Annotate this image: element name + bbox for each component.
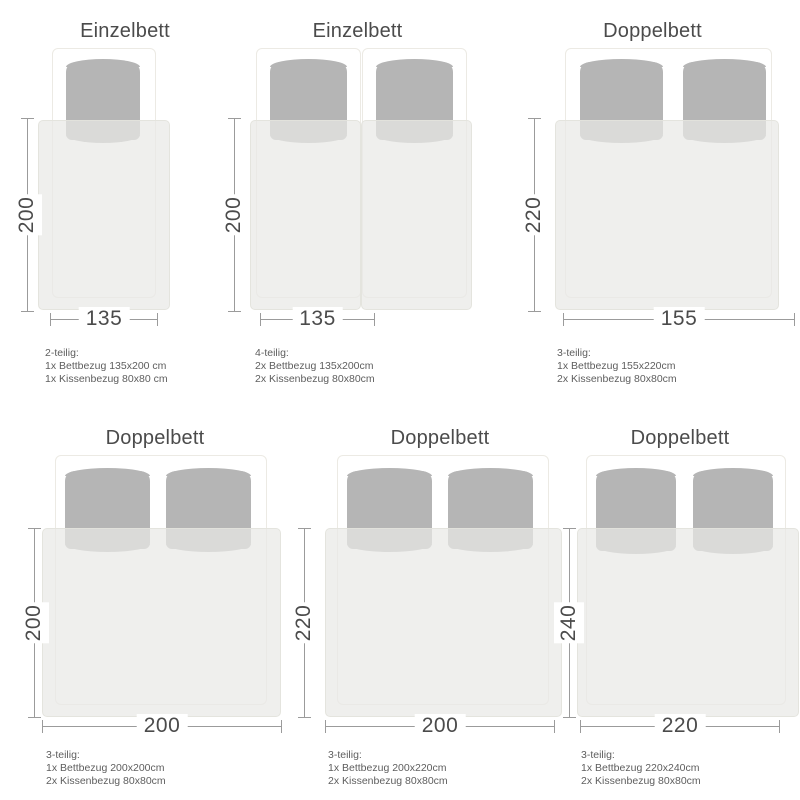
caption-pieces: 4-teilig: [255, 347, 289, 359]
duvet-right [361, 120, 472, 310]
figure-einzelbett-135x200-4teilig: Einzelbett 200 135 4-teilig: 2x Bettbezu… [215, 0, 500, 390]
caption-duvet-cover: 1x Bettbezug 220x240cm [581, 762, 700, 774]
figure-caption: 4-teilig: 2x Bettbezug 135x200cm 2x Kiss… [255, 347, 375, 386]
duvet [38, 120, 170, 310]
dimension-width-value: 135 [292, 307, 343, 331]
figure-title: Einzelbett [312, 20, 403, 42]
dimension-height: 200 [19, 528, 49, 718]
duvet [42, 528, 281, 717]
caption-pieces: 3-teilig: [581, 749, 615, 761]
duvet [577, 528, 799, 717]
bed-illustration [565, 455, 800, 717]
caption-pillow-cover: 2x Kissenbezug 80x80cm [255, 373, 375, 385]
dimension-height-value: 240 [554, 602, 584, 644]
duvet [555, 120, 779, 310]
dimension-height: 200 [12, 118, 42, 312]
dimension-width: 135 [50, 307, 158, 331]
dimension-width: 155 [563, 307, 795, 331]
dimension-height: 220 [519, 118, 549, 312]
dimension-width-value: 200 [136, 714, 188, 738]
duvet [325, 528, 562, 717]
caption-pieces: 3-teilig: [328, 749, 362, 761]
dimension-height: 220 [289, 528, 319, 718]
dimension-width-value: 220 [654, 714, 706, 738]
caption-duvet-cover: 1x Bettbezug 135x200 cm [45, 360, 167, 372]
caption-duvet-cover: 1x Bettbezug 200x200cm [46, 762, 165, 774]
figure-title: Einzelbett [80, 20, 170, 42]
figure-caption: 2-teilig: 1x Bettbezug 135x200 cm 1x Kis… [45, 347, 168, 386]
dimension-width-value: 135 [78, 307, 130, 331]
figure-doppelbett-200x220: Doppelbett 220 200 3-teilig: 1x Bettbezu… [289, 405, 585, 800]
dimension-width: 135 [260, 307, 375, 331]
bed-illustration [25, 455, 281, 717]
dimension-height-value: 220 [289, 602, 319, 644]
figure-caption: 3-teilig: 1x Bettbezug 200x200cm 2x Kiss… [46, 749, 166, 788]
caption-pieces: 2-teilig: [45, 347, 79, 359]
figure-caption: 3-teilig: 1x Bettbezug 200x220cm 2x Kiss… [328, 749, 448, 788]
caption-pillow-cover: 1x Kissenbezug 80x80 cm [45, 373, 168, 385]
dimension-height-value: 200 [19, 602, 49, 644]
caption-duvet-cover: 1x Bettbezug 200x220cm [328, 762, 447, 774]
bed-illustration [250, 48, 472, 310]
caption-pillow-cover: 2x Kissenbezug 80x80cm [581, 775, 701, 787]
dimension-height: 240 [554, 528, 584, 718]
dimension-width: 200 [42, 714, 282, 738]
caption-pillow-cover: 2x Kissenbezug 80x80cm [328, 775, 448, 787]
dimension-width-value: 200 [414, 714, 466, 738]
figure-title: Doppelbett [603, 20, 702, 42]
dimension-height-value: 200 [12, 194, 42, 236]
bed-illustration [555, 48, 787, 310]
dimension-width: 220 [580, 714, 780, 738]
figure-doppelbett-200x200: Doppelbett 200 200 3-teilig: 1x Bettbezu… [0, 405, 310, 800]
figure-einzelbett-135x200-2teilig: Einzelbett 200 135 2-teilig: 1x Bettbezu… [0, 0, 250, 390]
figure-caption: 3-teilig: 1x Bettbezug 220x240cm 2x Kiss… [581, 749, 701, 788]
figure-title: Doppelbett [390, 427, 490, 449]
caption-duvet-cover: 2x Bettbezug 135x200cm [255, 360, 374, 372]
figure-caption: 3-teilig: 1x Bettbezug 155x220cm 2x Kiss… [557, 347, 677, 386]
dimension-width-value: 155 [653, 307, 705, 331]
figure-doppelbett-220x240: Doppelbett 240 220 3-teilig: 1x Bettbezu… [554, 405, 800, 800]
caption-duvet-cover: 1x Bettbezug 155x220cm [557, 360, 676, 372]
figure-title: Doppelbett [630, 427, 730, 449]
caption-pillow-cover: 2x Kissenbezug 80x80cm [46, 775, 166, 787]
caption-pillow-cover: 2x Kissenbezug 80x80cm [557, 373, 677, 385]
dimension-width: 200 [325, 714, 555, 738]
figure-title: Doppelbett [105, 427, 205, 449]
caption-pieces: 3-teilig: [46, 749, 80, 761]
dimension-height-value: 200 [219, 194, 249, 236]
duvet-left [250, 120, 361, 310]
figure-doppelbett-155x220: Doppelbett 220 155 3-teilig: 1x Bettbezu… [505, 0, 800, 390]
bed-illustration [315, 455, 570, 717]
caption-pieces: 3-teilig: [557, 347, 591, 359]
bed-illustration [38, 48, 170, 310]
dimension-height-value: 220 [519, 194, 549, 236]
dimension-height: 200 [219, 118, 249, 312]
